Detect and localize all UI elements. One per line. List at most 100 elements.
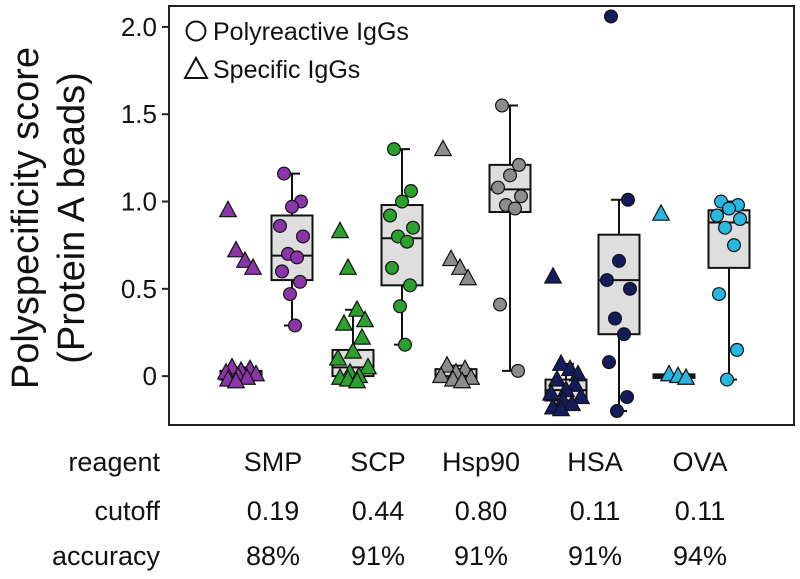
table-cell-cutoff: 0.19 xyxy=(247,496,300,526)
group-hsa xyxy=(541,9,641,419)
polyreactive-igg-point xyxy=(288,318,303,333)
specific-igg-point xyxy=(343,341,363,359)
polyreactive-igg-point xyxy=(611,253,626,268)
table-cell-accuracy: 94% xyxy=(673,541,727,571)
specific-igg-point xyxy=(226,240,246,258)
polyreactive-igg-point xyxy=(387,142,402,157)
specific-igg-point xyxy=(676,367,696,385)
legend-label-specific: Specific IgGs xyxy=(213,56,360,84)
polyreactive-igg-point xyxy=(601,355,616,370)
table-cell-reagent: SMP xyxy=(244,447,303,477)
specific-igg-point xyxy=(433,139,453,157)
specific-igg-point xyxy=(437,355,457,373)
polyreactive-igg-point xyxy=(599,273,614,288)
specific-igg-point xyxy=(226,371,246,389)
y-axis-label: Polyspecificity score (Protein A beads) xyxy=(5,47,93,389)
table-cell-cutoff: 0.80 xyxy=(455,496,508,526)
polyreactive-igg-point xyxy=(609,404,624,419)
polyreactive-igg-point xyxy=(619,390,634,405)
y-tick-label: 0.5 xyxy=(121,274,157,304)
polyreactive-igg-point xyxy=(709,208,724,223)
specific-igg-point xyxy=(565,374,585,392)
polyreactive-igg-point xyxy=(273,218,288,233)
table-cell-accuracy: 91% xyxy=(351,541,405,571)
specific-igg-point xyxy=(338,257,358,275)
polyreactive-igg-point xyxy=(607,311,622,326)
polyreactive-igg-point xyxy=(493,297,508,312)
specific-igg-point xyxy=(651,203,671,221)
y-axis-label-line1: Polyspecificity score xyxy=(5,47,47,389)
polyreactive-igg-point xyxy=(603,9,618,24)
table-row-label-accuracy: accuracy xyxy=(52,541,161,571)
table-cell-accuracy: 91% xyxy=(454,541,508,571)
legend-label-polyreactive: Polyreactive IgGs xyxy=(213,18,409,46)
specific-igg-point xyxy=(334,313,354,331)
polyreactive-igg-point xyxy=(620,192,635,207)
specific-igg-point xyxy=(547,369,567,387)
group-hsp90 xyxy=(431,98,532,389)
polyreactive-igg-point xyxy=(403,278,418,293)
specific-igg-point xyxy=(237,367,257,385)
polyreactive-igg-point xyxy=(721,201,736,216)
specific-igg-point xyxy=(431,366,451,384)
specific-igg-point xyxy=(551,399,571,417)
y-tick-label: 0 xyxy=(143,361,157,391)
polyreactive-igg-point xyxy=(400,234,415,249)
table-cell-reagent: HSA xyxy=(567,447,623,477)
polyreactive-igg-point xyxy=(383,208,398,223)
polyreactive-igg-point xyxy=(726,238,741,253)
polyreactive-igg-point xyxy=(398,337,413,352)
polyreactive-igg-point xyxy=(513,189,528,204)
polyreactive-igg-point xyxy=(285,199,300,214)
polyreactive-igg-point xyxy=(283,287,298,302)
legend-circle-marker xyxy=(185,20,207,42)
polyreactive-igg-point xyxy=(296,229,311,244)
y-axis-label-line2: (Protein A beads) xyxy=(51,72,93,364)
specific-igg-point xyxy=(450,257,470,275)
table-cell-reagent: Hsp90 xyxy=(442,447,520,477)
group-scp xyxy=(328,142,424,389)
table-cell-cutoff: 0.11 xyxy=(675,496,726,526)
specific-igg-point xyxy=(347,299,367,317)
specific-igg-point xyxy=(328,348,348,366)
polyreactive-igg-point xyxy=(495,98,510,113)
specific-igg-point xyxy=(541,383,561,401)
table-row-label-cutoff: cutoff xyxy=(94,496,160,526)
polyreactive-igg-point xyxy=(729,342,744,357)
table-cell-cutoff: 0.11 xyxy=(570,496,621,526)
polyreactive-igg-point xyxy=(508,201,523,216)
table-cell-accuracy: 91% xyxy=(568,541,622,571)
plot-frame xyxy=(168,5,795,426)
specific-igg-point xyxy=(452,371,472,389)
polyreactive-igg-point xyxy=(616,327,631,342)
polyreactive-igg-point xyxy=(503,168,518,183)
polyreactive-igg-point xyxy=(406,220,421,235)
specific-igg-point xyxy=(330,221,350,239)
specific-igg-point xyxy=(358,357,378,375)
y-tick-label: 1.0 xyxy=(121,187,157,217)
polyreactive-igg-point xyxy=(711,287,726,302)
specific-igg-point xyxy=(352,327,372,345)
table-cell-accuracy: 88% xyxy=(246,541,300,571)
specific-igg-point xyxy=(355,310,375,328)
reagent-table: reagent cutoff accuracy SMP 0.19 88% SCP 0.44 91… xyxy=(52,447,728,571)
polyreactive-igg-point xyxy=(290,250,305,265)
polyreactive-igg-point xyxy=(491,180,506,195)
legend-triangle-marker xyxy=(183,55,209,79)
table-row-label-reagent: reagent xyxy=(68,447,160,477)
specific-igg-point xyxy=(458,268,478,286)
specific-igg-point xyxy=(543,266,563,284)
polyreactive-igg-point xyxy=(719,372,734,387)
specific-igg-point xyxy=(441,249,461,267)
specific-igg-point xyxy=(218,200,238,218)
polyreactive-igg-point xyxy=(293,274,308,289)
polyreactive-igg-point xyxy=(717,220,732,235)
plot-area: 0 0.5 1.0 1.5 2.0 xyxy=(121,5,795,426)
polyreactive-igg-point xyxy=(404,184,419,199)
group-ova xyxy=(651,194,751,387)
specific-igg-point xyxy=(243,257,263,275)
table-cell-cutoff: 0.44 xyxy=(352,496,405,526)
y-tick-label: 1.5 xyxy=(121,99,157,129)
polyreactive-igg-point xyxy=(511,363,526,378)
polyreactive-igg-point xyxy=(385,260,400,275)
